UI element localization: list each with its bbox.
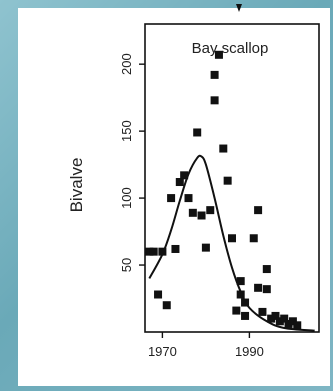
data-point [158, 247, 167, 256]
data-point [219, 144, 228, 153]
data-point [188, 208, 197, 217]
chart-title: Bay scallop [192, 40, 269, 57]
data-point [262, 265, 271, 274]
data-point [249, 234, 258, 243]
y-tick-label: 200 [119, 53, 134, 75]
data-point [206, 206, 215, 215]
plot-frame [144, 23, 320, 333]
data-point [223, 176, 232, 185]
data-point [232, 306, 241, 315]
data-point [210, 96, 219, 105]
data-point [293, 321, 302, 330]
trend-line [148, 154, 315, 332]
y-tick-label: 150 [119, 120, 134, 142]
y-axis-label: Bivalve [67, 158, 86, 213]
data-point [284, 319, 293, 328]
data-point [236, 277, 245, 286]
y-tick-label: 50 [119, 258, 134, 272]
x-tick-label: 1970 [148, 344, 177, 359]
y-axis: 50 100 150 200 [119, 53, 145, 272]
data-point [149, 247, 158, 256]
data-point [171, 244, 180, 253]
data-point [228, 234, 236, 243]
data-point [254, 206, 263, 215]
data-point [180, 171, 189, 180]
data-point [175, 178, 184, 187]
data-point [258, 307, 267, 316]
data-point [197, 211, 206, 220]
data-point [236, 290, 245, 299]
data-point [162, 301, 171, 310]
data-point [241, 298, 250, 307]
data-point [267, 314, 276, 323]
data-point [254, 283, 263, 292]
data-point [167, 194, 176, 203]
y-tick-label: 100 [119, 187, 134, 209]
data-points [145, 50, 302, 330]
top-marker-icon [236, 4, 242, 12]
x-axis: 1970 1990 [148, 332, 264, 359]
data-point [145, 247, 154, 256]
data-point [262, 285, 271, 294]
data-point [210, 70, 219, 79]
data-point [214, 50, 223, 59]
data-point [288, 317, 297, 326]
data-point [271, 311, 280, 320]
data-point [193, 128, 202, 137]
data-point [154, 290, 163, 299]
data-point [241, 311, 250, 320]
data-point [275, 317, 284, 326]
x-tick-label: 1990 [235, 344, 264, 359]
data-point [184, 194, 193, 203]
data-point [280, 314, 289, 323]
data-point [201, 243, 210, 252]
